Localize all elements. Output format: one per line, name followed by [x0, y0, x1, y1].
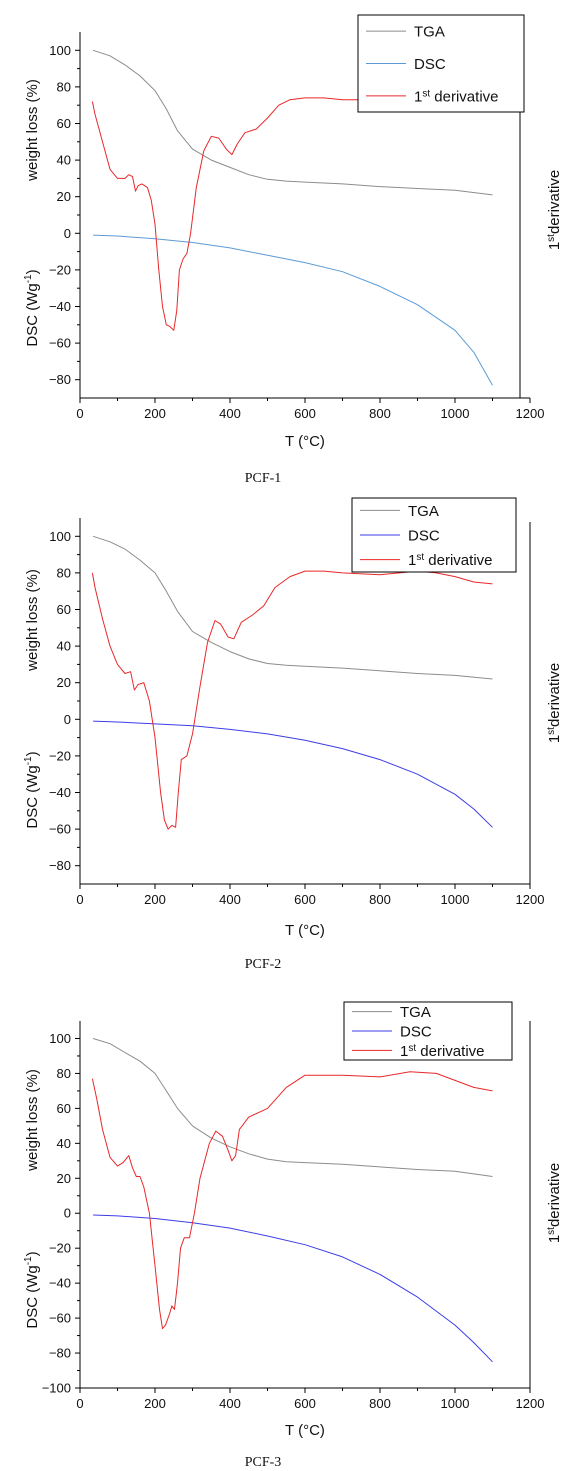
- x-tick-label: 800: [369, 406, 391, 421]
- x-tick-label: 400: [219, 892, 241, 907]
- y-tick-label: 20: [57, 675, 71, 690]
- y-tick-label: 100: [49, 1031, 71, 1046]
- right-axis-title: 1stderivative: [546, 170, 563, 250]
- y-tick-label: −60: [49, 336, 71, 351]
- y-tick-label: −80: [49, 858, 71, 873]
- series-line-dsc: [93, 720, 493, 828]
- legend-entry: DSC: [408, 528, 440, 545]
- y-tick-label: −40: [49, 299, 71, 314]
- right-axis-title: 1stderivative: [546, 663, 563, 743]
- x-tick-label: 1200: [516, 892, 545, 907]
- y-axis-title-weight-loss: weight loss (%): [24, 1069, 41, 1172]
- x-tick-label: 1200: [516, 406, 545, 421]
- series-line-tga: [92, 49, 493, 196]
- series-line-dsc: [93, 234, 493, 386]
- y-tick-label: 0: [64, 1206, 71, 1221]
- y-tick-label: 80: [57, 565, 71, 580]
- figure-caption: PCF-3: [245, 1455, 282, 1470]
- y-axis-title-dsc: DSC (Wg-1): [23, 751, 41, 828]
- y-axis-title-dsc: DSC (Wg-1): [23, 1251, 41, 1328]
- y-tick-label: −40: [49, 785, 71, 800]
- series-line-dsc: [93, 1214, 493, 1363]
- x-tick-label: 0: [76, 1396, 83, 1411]
- y-axis-title-weight-loss: weight loss (%): [24, 79, 41, 182]
- legend-entry: DSC: [400, 1024, 432, 1041]
- series-line-1st-derivative: [91, 1071, 493, 1330]
- x-tick-label: 200: [144, 406, 166, 421]
- series-line-tga: [92, 1038, 493, 1177]
- x-tick-label: 600: [294, 1396, 316, 1411]
- legend-entry: 1st derivative: [408, 552, 493, 569]
- chart-2: 0 200 400 600 800 1000 1200100806040200−20−40−…: [23, 497, 563, 972]
- y-tick-label: −20: [49, 262, 71, 277]
- y-tick-label: 20: [57, 189, 71, 204]
- y-axis-title-weight-loss: weight loss (%): [24, 569, 41, 672]
- series-line-1st-derivative: [91, 570, 493, 830]
- x-tick-label: 0: [76, 406, 83, 421]
- y-tick-label: 60: [57, 116, 71, 131]
- legend-entry: DSC: [414, 56, 446, 73]
- y-tick-label: −40: [49, 1276, 71, 1291]
- y-tick-label: 60: [57, 602, 71, 617]
- legend-entry: TGA: [414, 24, 445, 41]
- y-tick-label: 40: [57, 1136, 71, 1151]
- x-tick-label: 1000: [441, 406, 470, 421]
- y-tick-label: 100: [49, 529, 71, 544]
- x-tick-label: 200: [144, 892, 166, 907]
- x-tick-label: 600: [294, 892, 316, 907]
- y-tick-label: −60: [49, 822, 71, 837]
- x-axis-title: T (°C): [285, 922, 325, 939]
- y-axis-title-dsc: DSC (Wg-1): [23, 269, 41, 346]
- figure-caption: PCF-2: [245, 957, 282, 972]
- y-tick-label: 0: [64, 226, 71, 241]
- y-tick-label: 20: [57, 1171, 71, 1186]
- y-tick-label: 100: [49, 43, 71, 58]
- right-axis-title: 1stderivative: [546, 1163, 563, 1243]
- series-line-tga: [92, 535, 493, 680]
- y-tick-label: 0: [64, 712, 71, 727]
- x-tick-label: 1000: [441, 1396, 470, 1411]
- y-tick-label: 80: [57, 79, 71, 94]
- y-tick-label: 60: [57, 1101, 71, 1116]
- y-tick-label: −80: [49, 1346, 71, 1361]
- x-tick-label: 200: [144, 1396, 166, 1411]
- y-tick-label: −100: [42, 1381, 71, 1396]
- y-tick-label: −20: [49, 748, 71, 763]
- y-tick-label: 40: [57, 153, 71, 168]
- y-tick-label: −60: [49, 1311, 71, 1326]
- x-tick-label: 800: [369, 892, 391, 907]
- series-line-1st-derivative: [91, 97, 493, 331]
- legend-entry: 1st derivative: [414, 88, 499, 105]
- x-tick-label: 800: [369, 1396, 391, 1411]
- figure-caption: PCF-1: [245, 471, 282, 486]
- x-axis-title: T (°C): [285, 1422, 325, 1439]
- x-tick-label: 1000: [441, 892, 470, 907]
- legend-entry: TGA: [408, 503, 439, 520]
- x-tick-label: 400: [219, 406, 241, 421]
- y-tick-label: 80: [57, 1066, 71, 1081]
- x-tick-label: 1200: [516, 1396, 545, 1411]
- y-tick-label: −20: [49, 1241, 71, 1256]
- legend-entry: TGA: [400, 1004, 431, 1021]
- x-tick-label: 600: [294, 406, 316, 421]
- y-tick-label: 40: [57, 639, 71, 654]
- x-axis-title: T (°C): [285, 433, 325, 450]
- y-tick-label: −80: [49, 372, 71, 387]
- legend-entry: 1st derivative: [400, 1043, 485, 1060]
- chart-1: 0 200 400 600 800 1000 1200100806040200−20−40−…: [23, 14, 563, 486]
- x-tick-label: 0: [76, 892, 83, 907]
- chart-3: 0 200 400 600 800 1000 1200100806040200−20−40−…: [23, 1001, 563, 1470]
- x-tick-label: 400: [219, 1396, 241, 1411]
